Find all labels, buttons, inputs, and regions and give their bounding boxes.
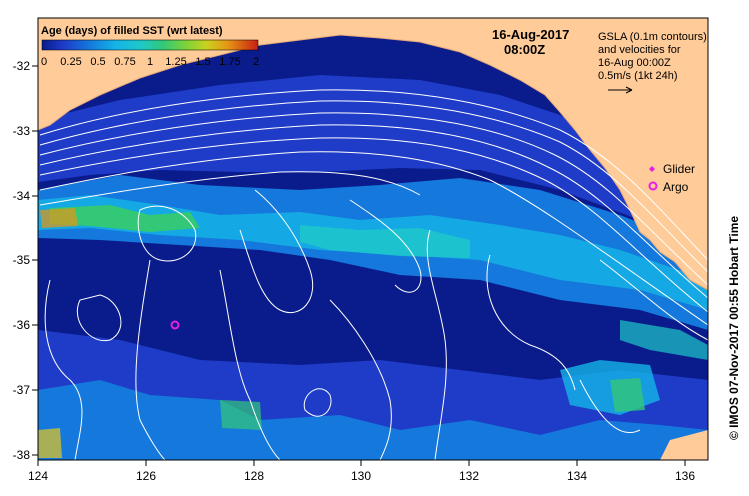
sst-patch-green-south [220,400,262,430]
gsla-note: GSLA (0.1m contours) and velocities for … [598,31,707,94]
y-tick-label: -32 [13,59,31,73]
x-tick-label: 126 [136,469,156,483]
gsla-note-line: and velocities for [598,44,681,56]
plot-frame [37,17,709,461]
colorbar-tick: 1.5 [195,56,210,68]
date-title: 16-Aug-2017 [492,27,569,42]
sst-patch-green-west [50,205,200,232]
velocity-scale-arrow-icon [625,86,633,94]
sst-patch-east [620,320,708,360]
x-tick-label: 124 [28,469,48,483]
colorbar-tick: 1.25 [165,56,186,68]
gsla-contours [39,89,708,460]
y-tick-label: -33 [13,124,31,138]
colorbar-gradient [41,39,259,51]
argo-float-marker [170,320,180,330]
argo-legend-label: Argo [663,180,689,194]
x-tick-label: 134 [567,469,587,483]
y-tick-label: -34 [13,189,31,203]
argo-legend-icon [648,181,658,191]
x-tick-label: 128 [244,469,264,483]
y-tick-label: -37 [13,383,31,397]
y-axis: -32 -33 -34 -35 -36 -37 -38 [13,59,38,462]
colorbar-tick: 0.5 [90,56,105,68]
x-axis: 124 126 128 130 132 134 136 [28,460,695,483]
colorbar-title: Age (days) of filled SST (wrt latest) [41,25,223,37]
sst-patch-orange [40,208,78,228]
x-tick-label: 136 [675,469,695,483]
platform-legend: Glider Argo [648,162,695,194]
sst-patch-green-southeast [610,378,645,412]
sst-age-field [38,75,708,460]
time-title: 08:00Z [504,42,545,57]
gsla-note-line: GSLA (0.1m contours) [598,31,707,43]
map-plot-area [38,18,708,460]
tasmania-landmass [660,430,708,460]
colorbar-tick: 0.25 [60,56,81,68]
y-tick-label: -38 [13,448,31,462]
gsla-note-line: 0.5m/s (1kt 24h) [598,70,677,82]
colorbar-tick: 0 [41,56,47,68]
australia-landmass [38,18,708,291]
x-tick-label: 132 [459,469,479,483]
y-tick-label: -36 [13,318,31,332]
colorbar-tick: 2 [253,56,259,68]
colorbar-legend: Age (days) of filled SST (wrt latest) 0 … [41,25,259,68]
colorbar-tick: 1.75 [219,56,240,68]
colorbar-tick: 0.75 [114,56,135,68]
x-tick-label: 130 [351,469,371,483]
glider-legend-label: Glider [663,162,695,176]
sst-band-upper [38,75,708,250]
glider-legend-icon [649,166,655,172]
imos-credit: © IMOS 07-Nov-2017 00:55 Hobart Time [727,216,741,440]
sst-band-south-light [38,380,708,460]
sst-patch-yellow-sw [38,428,62,458]
y-tick-label: -35 [13,253,31,267]
gsla-note-line: 16-Aug 00:00Z [598,57,671,69]
colorbar-tick: 1 [147,56,153,68]
